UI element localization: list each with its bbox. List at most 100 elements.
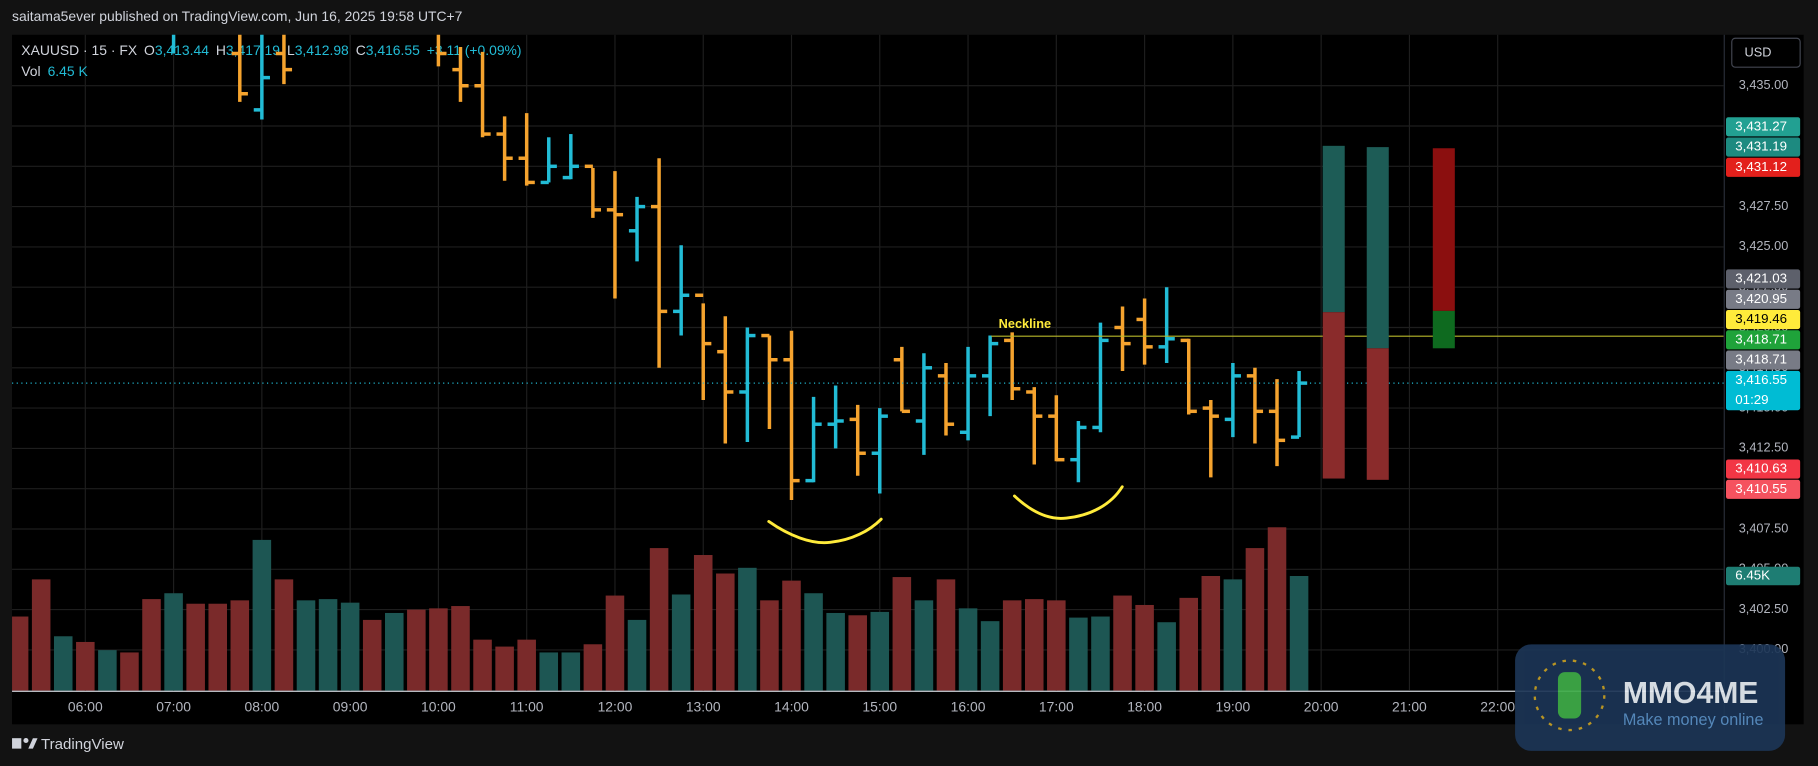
price-badges: 3,431.27 3,431.19 3,431.12 3,421.03 3,420.95… bbox=[1725, 117, 1801, 586]
volume-bar bbox=[76, 641, 95, 691]
price-badge-label: 3,416.55 bbox=[1735, 372, 1787, 387]
x-tick-label: 13:00 bbox=[686, 699, 721, 715]
price-badge bbox=[1725, 157, 1801, 177]
x-tick-label: 21:00 bbox=[1392, 699, 1427, 715]
volume-bar bbox=[1069, 617, 1088, 691]
volume-bar bbox=[142, 599, 161, 691]
volume-bar bbox=[495, 646, 514, 691]
hand-drawn-curves bbox=[767, 485, 1124, 545]
watermark: MMO4ME Make money online bbox=[1515, 644, 1786, 751]
x-tick-label: 08:00 bbox=[244, 699, 279, 715]
x-tick-label: 19:00 bbox=[1215, 699, 1250, 715]
footer-brand: TradingView bbox=[41, 736, 124, 753]
position-upper bbox=[1432, 148, 1455, 311]
y-tick-label: 3,407.50 bbox=[1739, 520, 1789, 535]
currency-label: USD bbox=[1745, 45, 1772, 60]
volume-bar bbox=[892, 577, 912, 691]
footer-logo bbox=[12, 737, 38, 749]
header-text: saitama5ever published on TradingView.co… bbox=[12, 8, 463, 24]
currency-box[interactable] bbox=[1731, 37, 1801, 68]
watermark-subtitle: Make money online bbox=[1623, 711, 1764, 729]
volume-bar bbox=[31, 579, 51, 691]
x-tick-label: 14:00 bbox=[774, 699, 809, 715]
volume-bar bbox=[583, 644, 603, 691]
price-badge bbox=[1725, 350, 1801, 370]
price-badge bbox=[1725, 269, 1801, 289]
price-badge bbox=[1725, 370, 1801, 411]
volume-bar bbox=[561, 652, 581, 691]
volume-bar bbox=[12, 616, 29, 691]
position-lower bbox=[1432, 310, 1455, 349]
volume-bar bbox=[848, 615, 867, 691]
legend-value: 3,412.98 bbox=[295, 42, 349, 58]
x-tick-label: 12:00 bbox=[598, 699, 633, 715]
logo-part bbox=[28, 738, 38, 749]
volume-bar bbox=[164, 593, 183, 691]
y-tick-label: 3,402.50 bbox=[1739, 601, 1789, 616]
volume-bar bbox=[649, 548, 669, 691]
price-badge bbox=[1725, 330, 1801, 350]
volume-bar bbox=[252, 539, 272, 691]
volume-bar bbox=[1047, 600, 1066, 691]
volume-bar bbox=[1157, 622, 1176, 691]
x-tick-label: 06:00 bbox=[68, 699, 103, 715]
x-tick-label: 15:00 bbox=[862, 699, 897, 715]
volume-bar bbox=[671, 594, 691, 691]
volume-bar bbox=[340, 602, 360, 691]
volume-bar bbox=[1024, 599, 1044, 691]
volume-bar bbox=[1091, 616, 1110, 691]
x-tick-label: 09:00 bbox=[333, 699, 368, 715]
y-tick-label: 3,427.50 bbox=[1739, 198, 1789, 213]
legend-value: 3,417.19 bbox=[226, 42, 280, 58]
volume-bar bbox=[230, 600, 250, 691]
volume-bar bbox=[1113, 595, 1132, 691]
volume-bar bbox=[208, 603, 227, 691]
volume-bar bbox=[539, 652, 559, 691]
price-badge-label: 3,431.27 bbox=[1735, 118, 1787, 133]
volume-bar bbox=[1289, 575, 1309, 691]
volume-bar bbox=[1002, 600, 1022, 691]
y-tick-label: 3,412.50 bbox=[1739, 440, 1789, 455]
x-tick-label: 16:00 bbox=[951, 699, 986, 715]
x-tick-label: 22:00 bbox=[1480, 699, 1515, 715]
price-badge-label: 3,431.19 bbox=[1735, 139, 1787, 154]
price-badge-label: 3,410.63 bbox=[1735, 461, 1787, 476]
trough-curve bbox=[767, 517, 883, 545]
volume-bar bbox=[914, 600, 934, 691]
volume-bar bbox=[936, 579, 956, 691]
position-upper bbox=[1322, 145, 1345, 313]
volume-bar bbox=[870, 611, 890, 691]
price-badge-label: 3,431.12 bbox=[1735, 159, 1787, 174]
price-badge-label: 3,419.46 bbox=[1735, 311, 1787, 326]
volume-bar bbox=[782, 580, 801, 691]
volume-badge bbox=[1725, 566, 1801, 586]
price-badge bbox=[1725, 309, 1801, 330]
neckline-label: Neckline bbox=[999, 316, 1051, 331]
legend-key: H bbox=[216, 42, 226, 58]
volume-bar bbox=[451, 606, 470, 691]
volume-bar bbox=[53, 636, 73, 691]
price-badge-label: 3,418.71 bbox=[1735, 331, 1787, 346]
watermark-icon bbox=[1557, 672, 1582, 719]
logo-part bbox=[12, 738, 22, 749]
plot: Neckline bbox=[12, 34, 1724, 691]
volume-bar bbox=[760, 600, 779, 691]
legend-key: O bbox=[144, 42, 155, 58]
watermark-title: MMO4ME bbox=[1623, 677, 1759, 710]
volume-bar bbox=[980, 621, 1000, 691]
price-badge bbox=[1725, 117, 1801, 137]
volume-bar bbox=[1267, 527, 1287, 691]
legend-value: 3,416.55 bbox=[366, 42, 420, 58]
legend-value: 3,413.44 bbox=[155, 42, 209, 58]
legend-line: XAUUSD · 15 · FX O3,413.44 H3,417.19 L3,412… bbox=[21, 42, 521, 58]
volume-bar bbox=[517, 639, 536, 691]
legend-change: +3.11 (+0.09%) bbox=[427, 42, 522, 58]
volume-bar bbox=[693, 555, 713, 691]
volume-bar bbox=[1135, 604, 1154, 691]
volume-bar bbox=[318, 599, 338, 691]
volume-bar bbox=[407, 609, 426, 691]
volume-bar bbox=[362, 619, 382, 691]
volume-bar bbox=[296, 600, 316, 691]
grid bbox=[12, 34, 1724, 691]
y-tick-label: 3,435.00 bbox=[1739, 77, 1789, 92]
